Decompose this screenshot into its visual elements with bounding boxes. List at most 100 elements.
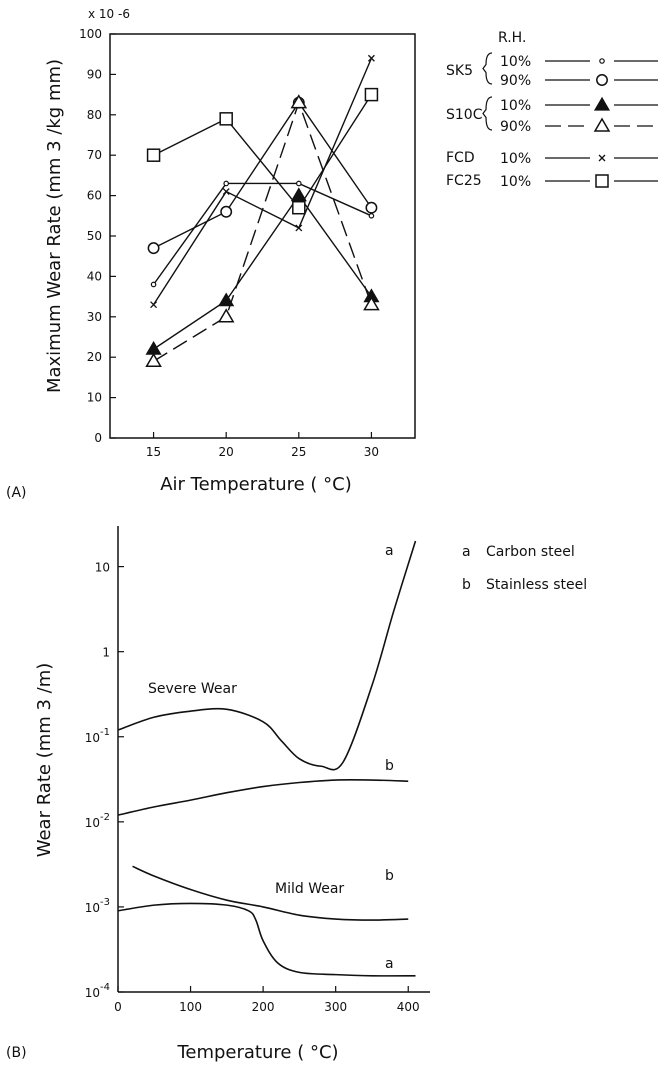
data-point-a: [364, 87, 379, 102]
y-tick-label-a: 40: [87, 269, 102, 283]
x-axis-label-a: Air Temperature ( °C): [160, 474, 352, 495]
legend-brace-a: [482, 96, 493, 131]
y-axis-label-a: Maximum Wear Rate (mm 3 /kg mm): [44, 59, 65, 393]
legend-group-label-a: FC25: [446, 173, 482, 189]
series-a-2: [145, 187, 380, 355]
series-a-4: [150, 54, 375, 309]
x-tick-label-b: 200: [252, 1000, 275, 1014]
x-tick-label-b: 0: [114, 1000, 122, 1014]
annotation-severe-wear: Severe Wear: [148, 681, 237, 697]
y-tick-label-a: 60: [87, 189, 102, 203]
series-end-label-b: b: [385, 758, 394, 774]
legend-key-b: a: [462, 544, 471, 560]
legend-marker-a: [596, 74, 608, 86]
data-point-a: [147, 242, 160, 255]
data-point-a: [146, 148, 161, 162]
legend-text-b: Carbon steel: [486, 544, 575, 560]
legend-sample-a: [545, 117, 658, 134]
data-point-a: [145, 340, 162, 355]
legend-entry-a: 10%: [500, 151, 531, 167]
series-end-label-b: a: [385, 956, 394, 972]
data-point-a: [292, 200, 306, 215]
data-point-a: [295, 224, 303, 232]
data-point-a: [367, 54, 375, 62]
series-line-a: [153, 182, 372, 285]
x-axis-label-b: Temperature ( °C): [176, 1042, 338, 1063]
x-tick-label-a: 15: [146, 445, 161, 459]
legend-entry-a: 10%: [500, 54, 531, 70]
panel-label-b: (B): [6, 1045, 27, 1061]
legend-entry-a: 90%: [500, 73, 531, 89]
y-tick-label-a: 0: [94, 431, 102, 445]
data-point-a: [145, 352, 162, 367]
x-tick-label-b: 100: [179, 1000, 202, 1014]
series-curve-b-3: [117, 902, 416, 977]
legend-entry-a: 90%: [500, 119, 531, 135]
series-end-label-b: a: [385, 543, 394, 559]
legend-header-a: R.H.: [498, 30, 526, 46]
data-point-a: [150, 281, 157, 288]
legend-key-b: b: [462, 577, 471, 593]
legend-sample-a: [545, 150, 658, 166]
data-point-a: [217, 308, 235, 323]
x-tick-label-b: 400: [397, 1000, 420, 1014]
y-axis-label-b: Wear Rate (mm 3 /m): [34, 663, 55, 858]
y-tick-label-b: 10-1: [85, 727, 110, 745]
x-tick-label-a: 20: [219, 445, 234, 459]
panel-label-a: (A): [6, 485, 27, 501]
legend-marker-a: [598, 154, 606, 162]
data-point-a: [220, 205, 233, 218]
y-tick-label-a: 80: [87, 108, 102, 122]
legend-marker-a: [593, 117, 611, 132]
series-a-3: [145, 94, 380, 367]
legend-text-b: Stainless steel: [486, 577, 587, 593]
data-point-a: [218, 292, 235, 307]
y-tick-label-a: 30: [87, 310, 102, 324]
series-curve-b-0: [117, 540, 417, 771]
y-tick-label-b: 10-2: [85, 812, 110, 830]
legend-sample-a: [545, 96, 658, 113]
y-tick-label-a: 50: [87, 229, 102, 243]
x-tick-label-a: 30: [364, 445, 379, 459]
data-point-a: [368, 213, 375, 219]
series-line-a: [152, 57, 373, 306]
legend-group-label-a: S10C: [446, 107, 483, 123]
data-point-a: [222, 188, 230, 196]
y-tick-label-a: 100: [79, 27, 102, 41]
legend-marker-a: [599, 58, 605, 64]
legend-brace-a: [482, 52, 493, 85]
legend-marker-a: [595, 174, 609, 188]
y-tick-label-a: 10: [87, 391, 102, 405]
data-point-a: [290, 187, 307, 202]
series-line-a: [153, 94, 373, 209]
x-tick-label-b: 300: [324, 1000, 347, 1014]
data-point-a: [223, 180, 229, 187]
y-tick-label-b: 10: [95, 561, 110, 575]
y-tick-label-a: 70: [87, 148, 102, 162]
legend-group-label-a: FCD: [446, 150, 475, 166]
series-curve-b-2: [132, 865, 409, 921]
y-tick-label-b: 1: [102, 646, 110, 660]
y-tick-label-b: 10-3: [85, 897, 110, 915]
y-tick-label-a: 90: [87, 67, 102, 81]
legend-sample-a: [545, 53, 658, 69]
legend-entry-a: 10%: [500, 174, 531, 190]
series-line-a: [153, 101, 373, 249]
series-a-1: [147, 96, 378, 255]
data-point-a: [296, 180, 302, 187]
x-tick-label-a: 25: [291, 445, 306, 459]
series-curve-b-1: [117, 778, 409, 816]
y-tick-label-a: 20: [87, 350, 102, 364]
legend-sample-a: [545, 72, 658, 88]
series-a-0: [150, 180, 375, 288]
series-a-5: [146, 87, 379, 215]
y-multiplier-a: x 10 -6: [88, 7, 130, 21]
data-point-a: [150, 301, 158, 309]
series-end-label-b: b: [385, 868, 394, 884]
legend-sample-a: [545, 173, 658, 189]
annotation-mild-wear: Mild Wear: [275, 881, 344, 897]
legend-marker-a: [593, 96, 611, 111]
y-tick-label-b: 10-4: [85, 982, 110, 1000]
series-line-a: [153, 194, 372, 350]
